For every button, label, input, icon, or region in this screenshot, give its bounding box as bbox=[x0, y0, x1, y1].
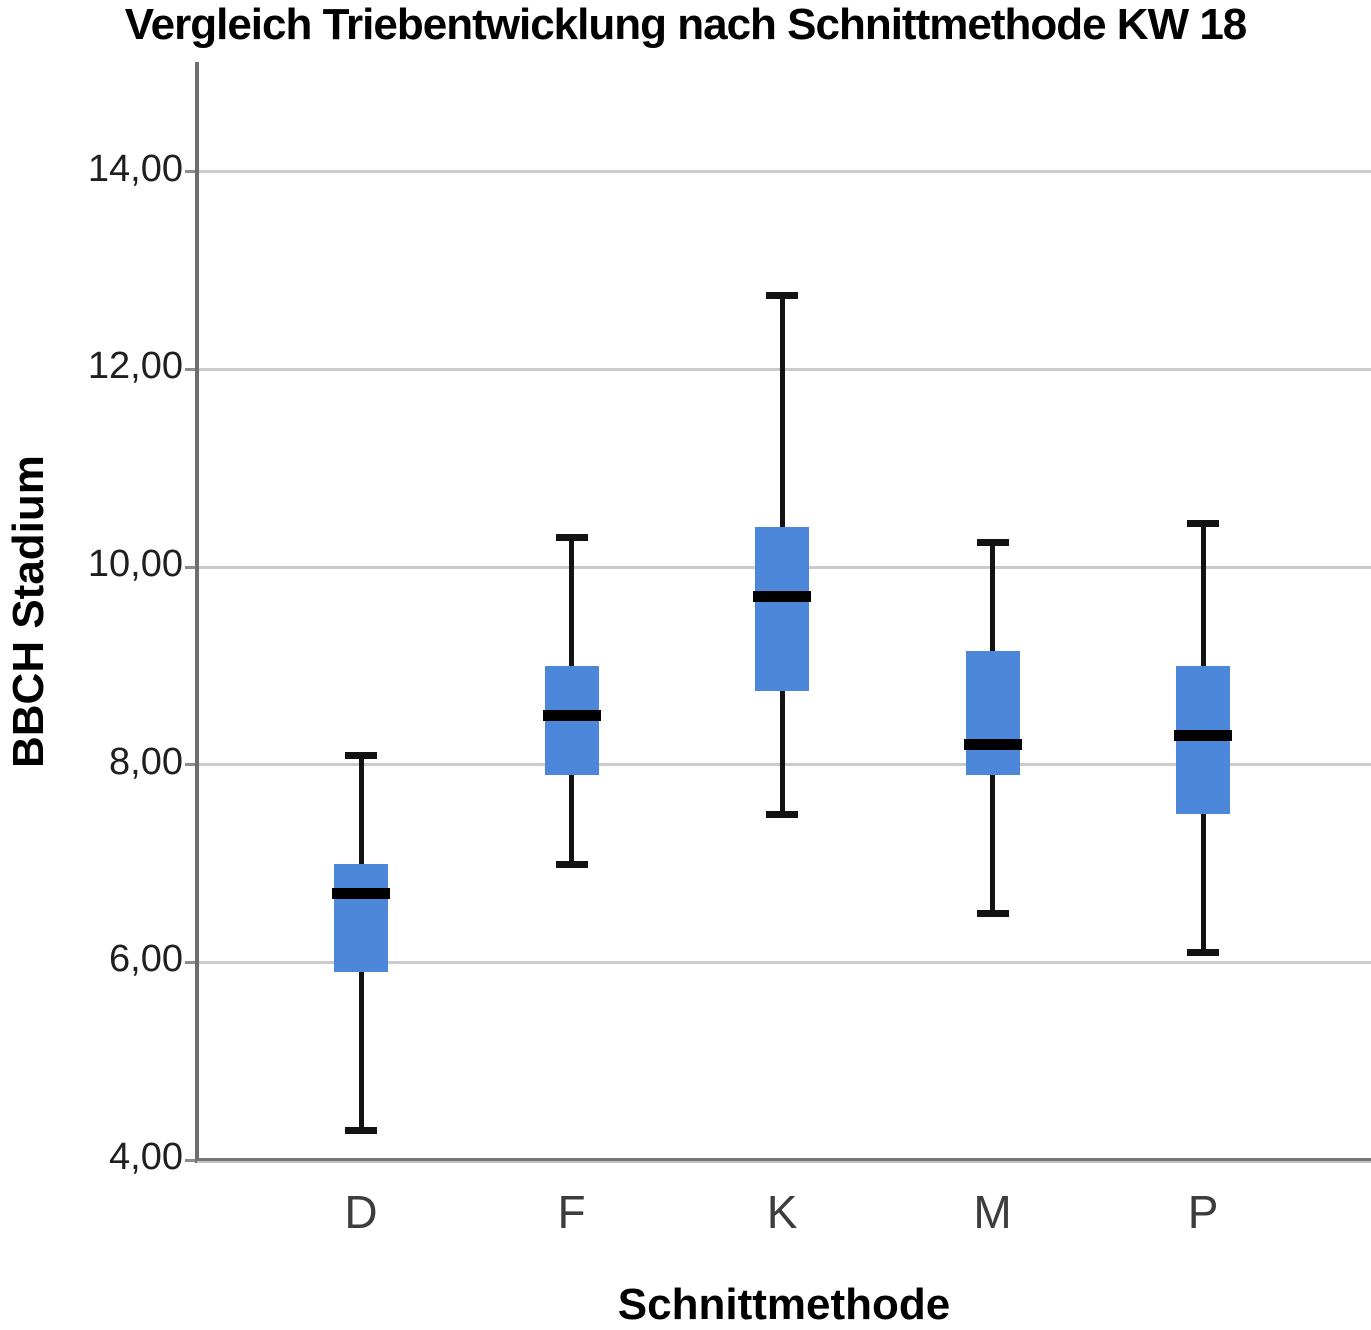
whisker-cap-bottom-P bbox=[1187, 949, 1220, 957]
gridline bbox=[199, 170, 1371, 174]
whisker-cap-bottom-K bbox=[766, 811, 799, 819]
gridline bbox=[199, 960, 1371, 964]
median-line-F bbox=[542, 709, 601, 721]
y-tick-mark bbox=[185, 960, 197, 964]
y-tick-mark bbox=[185, 1158, 197, 1162]
whisker-cap-bottom-D bbox=[345, 1127, 377, 1135]
x-tick-label-P: P bbox=[1187, 1186, 1219, 1238]
y-tick-mark bbox=[185, 367, 197, 371]
x-tick-label-F: F bbox=[557, 1186, 586, 1238]
x-tick-label-K: K bbox=[766, 1186, 798, 1238]
y-tick-label: 12,00 bbox=[87, 345, 183, 388]
y-tick-label: 8,00 bbox=[109, 740, 183, 783]
whisker-cap-bottom-F bbox=[555, 860, 588, 868]
x-axis-title: Schnittmethode bbox=[617, 1280, 951, 1329]
whisker-cap-top-F bbox=[555, 534, 588, 542]
boxplot-box-D bbox=[334, 863, 388, 973]
whisker-cap-top-K bbox=[766, 292, 799, 300]
whisker-cap-top-D bbox=[345, 751, 377, 759]
y-tick-mark bbox=[185, 565, 197, 569]
gridline bbox=[199, 367, 1371, 371]
gridline bbox=[199, 763, 1371, 767]
y-tick-label: 14,00 bbox=[87, 147, 183, 190]
boxplot-box-K bbox=[755, 527, 810, 691]
median-line-P bbox=[1174, 729, 1233, 741]
y-tick-label: 4,00 bbox=[109, 1136, 183, 1178]
x-tick-label-M: M bbox=[973, 1186, 1012, 1238]
y-tick-mark bbox=[185, 763, 197, 767]
y-tick-label: 10,00 bbox=[87, 543, 183, 586]
chart-title: Vergleich Triebentwicklung nach Schnittm… bbox=[124, 0, 1248, 49]
median-line-K bbox=[753, 591, 812, 603]
median-line-D bbox=[332, 887, 390, 899]
x-tick-label-D: D bbox=[344, 1186, 378, 1238]
median-line-M bbox=[963, 739, 1022, 751]
boxplot-box-M bbox=[965, 651, 1020, 775]
y-tick-mark bbox=[185, 170, 197, 174]
y-axis-line bbox=[195, 62, 199, 1163]
whisker-cap-bottom-M bbox=[976, 909, 1009, 917]
y-tick-label: 6,00 bbox=[109, 938, 183, 981]
whisker-cap-top-P bbox=[1187, 519, 1220, 527]
whisker-cap-top-M bbox=[976, 539, 1009, 547]
x-axis-line bbox=[197, 1158, 1371, 1163]
